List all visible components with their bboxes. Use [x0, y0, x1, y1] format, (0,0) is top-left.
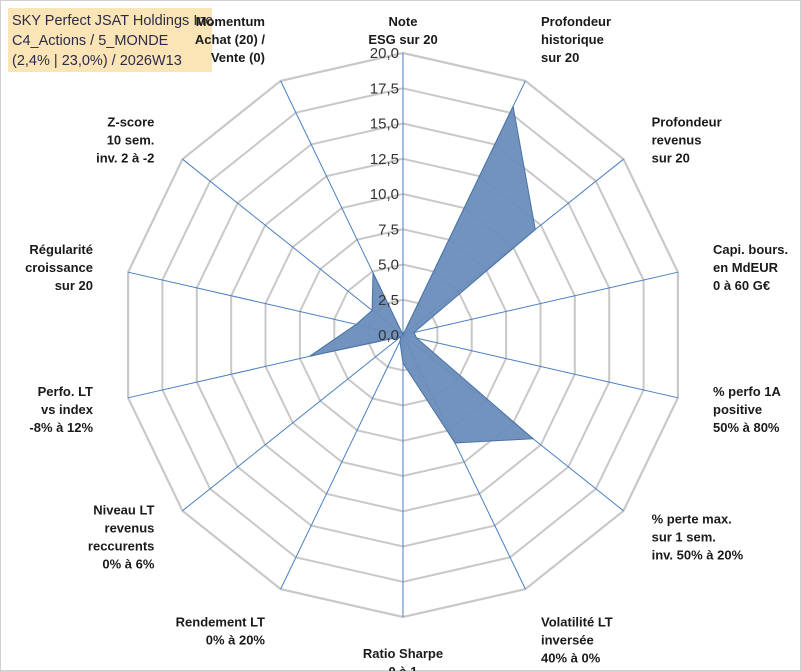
axis-label-line: historique — [541, 32, 604, 47]
axis-label-text: % perfo 1A positive 50% à 80% — [713, 384, 782, 435]
axis-label-text: % perte max. sur 1 sem. inv. 50% à 20% — [652, 511, 744, 562]
axis-label-line: positive — [713, 402, 762, 417]
axis-label-text: Niveau LT revenus reccurents 0% à 6% — [88, 502, 155, 571]
series-area — [309, 104, 536, 444]
axis-label-line: inversée — [541, 633, 594, 648]
tick-label: 0,0 — [378, 327, 399, 344]
tick-label: 7,5 — [378, 221, 399, 238]
chart-title-line-1: SKY Perfect JSAT Holdings Inc — [12, 13, 213, 29]
axis-label-text: Profondeur historique sur 20 — [541, 14, 611, 65]
axis-label-line: revenus — [105, 520, 155, 535]
axis-label-line: % perfo 1A — [713, 384, 782, 399]
axis-label-line: revenus — [652, 133, 702, 148]
axis-label-line: Vente (0) — [211, 50, 265, 65]
axis-label-line: sur 20 — [652, 151, 690, 166]
axis-label-line: 0% à 6% — [102, 556, 154, 571]
axis-label-line: 10 sem. — [107, 133, 155, 148]
axis-spoke — [402, 334, 679, 399]
axis-label-line: croissance — [25, 260, 93, 275]
axis-label: Profondeur revenus sur 20 — [652, 115, 722, 166]
axis-label-line: Momentum — [196, 14, 265, 29]
axis-label: Régularité croissance sur 20 — [25, 242, 93, 293]
axis-label-text: Perfo. LT vs index -8% à 12% — [29, 384, 93, 435]
axis-label: Niveau LT revenus reccurents 0% à 6% — [88, 502, 155, 571]
axis-label-line: Niveau LT — [93, 502, 154, 517]
axis-spoke — [280, 334, 404, 590]
axis-label-line: 50% à 80% — [713, 420, 780, 435]
axis-label-line: Régularité — [29, 242, 93, 257]
axis-label: Rendement LT 0% à 20% — [176, 615, 266, 648]
axis-label: Note ESG sur 20 — [368, 14, 437, 47]
axis-label-line: en MdEUR — [713, 260, 779, 275]
axis-spoke — [402, 271, 679, 336]
radar-axis-labels: Note ESG sur 20 Profondeur historique sur 20… — [25, 14, 788, 671]
axis-label-line: Capi. bours. — [713, 242, 788, 257]
axis-label-text: Note ESG sur 20 — [368, 14, 437, 47]
axis-label-text: Régularité croissance sur 20 — [25, 242, 93, 293]
axis-label: % perte max. sur 1 sem. inv. 50% à 20% — [652, 511, 744, 562]
axis-label-text: Volatilité LT inversée 40% à 0% — [541, 615, 613, 666]
axis-label-line: Rendement LT — [176, 615, 265, 630]
chart-title-box: SKY Perfect JSAT Holdings Inc C4_Actions… — [8, 8, 213, 72]
axis-label-text: Z-score 10 sem. inv. 2 à -2 — [96, 115, 154, 166]
axis-label-line: sur 20 — [55, 278, 93, 293]
axis-label-line: reccurents — [88, 538, 154, 553]
axis-label: Perfo. LT vs index -8% à 12% — [29, 384, 93, 435]
axis-label-line: Z-score — [107, 115, 154, 130]
axis-label-line: 40% à 0% — [541, 651, 601, 666]
tick-label: 10,0 — [370, 186, 399, 203]
axis-spoke — [182, 334, 404, 512]
axis-label-line: % perte max. — [652, 511, 732, 526]
axis-label-line: -8% à 12% — [29, 420, 93, 435]
axis-label-line: Note — [389, 14, 418, 29]
axis-label-line: Profondeur — [541, 14, 611, 29]
axis-label-line: Volatilité LT — [541, 615, 613, 630]
axis-label: % perfo 1A positive 50% à 80% — [713, 384, 782, 435]
tick-label: 15,0 — [370, 116, 399, 133]
axis-label-text: Momentum Achat (20) / Vente (0) — [195, 14, 265, 65]
axis-label-line: 0% à 20% — [206, 633, 266, 648]
tick-label: 2,5 — [378, 292, 399, 309]
axis-label-line: Achat (20) / — [195, 32, 265, 47]
axis-label-line: inv. 2 à -2 — [96, 151, 154, 166]
axis-label-line: Perfo. LT — [38, 384, 93, 399]
radar-tick-labels: 0,0 2,5 5,0 7,5 10,0 12,5 15,0 17,5 20,0 — [370, 45, 399, 344]
axis-label-line: 0 à 60 G€ — [713, 278, 770, 293]
axis-spoke — [182, 158, 404, 336]
axis-label-line: inv. 50% à 20% — [652, 547, 744, 562]
axis-label-line: sur 20 — [541, 50, 579, 65]
tick-label: 12,5 — [370, 151, 399, 168]
axis-label-line: sur 1 sem. — [652, 529, 716, 544]
axis-label-text: Capi. bours. en MdEUR 0 à 60 G€ — [713, 242, 788, 293]
axis-label: Ratio Sharpe 0 à 1 — [363, 646, 443, 671]
axis-label-text: Profondeur revenus sur 20 — [652, 115, 722, 166]
axis-label-line: 0 à 1 — [389, 664, 418, 671]
axis-label-line: ESG sur 20 — [368, 32, 437, 47]
chart-title-line-2: C4_Actions / 5_MONDE — [12, 33, 169, 49]
chart-title-line-3: (2,4% | 23,0%) / 2026W13 — [12, 53, 182, 69]
axis-label-text: Ratio Sharpe 0 à 1 — [363, 646, 443, 671]
axis-label-line: Profondeur — [652, 115, 722, 130]
radar-series — [309, 104, 536, 444]
tick-label: 20,0 — [370, 45, 399, 62]
axis-label: Profondeur historique sur 20 — [541, 14, 611, 65]
axis-label: Momentum Achat (20) / Vente (0) — [195, 14, 265, 65]
axis-label: Volatilité LT inversée 40% à 0% — [541, 615, 613, 666]
tick-label: 5,0 — [378, 257, 399, 274]
axis-label: Z-score 10 sem. inv. 2 à -2 — [96, 115, 154, 166]
tick-label: 17,5 — [370, 80, 399, 97]
axis-label: Capi. bours. en MdEUR 0 à 60 G€ — [713, 242, 788, 293]
axis-label-text: Rendement LT 0% à 20% — [176, 615, 266, 648]
axis-label-line: vs index — [41, 402, 94, 417]
axis-label-line: Ratio Sharpe — [363, 646, 443, 661]
